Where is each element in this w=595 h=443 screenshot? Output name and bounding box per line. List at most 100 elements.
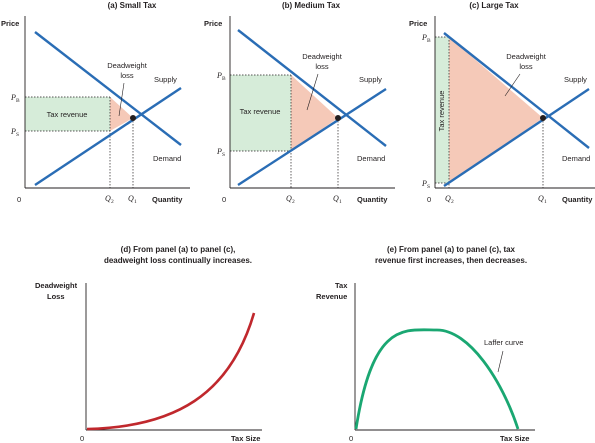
panel-b-demand-curve: [237, 29, 387, 147]
panel-c-tax-revenue-label: Tax revenue: [437, 91, 446, 132]
panel-e-caption-line1: (e) From panel (a) to panel (c), tax: [387, 245, 516, 254]
panel-c-title: (c) Large Tax: [469, 1, 519, 10]
panel-c-demand-label: Demand: [562, 154, 590, 163]
panel-e-laffer-pointer: [497, 350, 504, 373]
panel-b-dwl-label-line2: loss: [315, 62, 329, 71]
panel-a-equilibrium-point: [130, 115, 136, 121]
panel-c-tax-revenue-area: [435, 37, 449, 183]
svg-text:1: 1: [134, 199, 137, 205]
svg-text:2: 2: [292, 199, 295, 205]
panel-b-demand-label: Demand: [357, 154, 385, 163]
panel-b-q2-label: Q 2: [286, 194, 295, 205]
panel-a-dwl-pointer: [118, 82, 125, 117]
svg-text:1: 1: [544, 199, 547, 205]
panel-c-deadweight-loss-area: [449, 37, 543, 183]
panel-e-y-label-line2: Revenue: [316, 292, 347, 301]
panel-c-dwl-pointer: [504, 73, 521, 97]
panel-d-deadweight-loss: (d) From panel (a) to panel (c), deadwei…: [35, 245, 262, 443]
svg-text:Q: Q: [538, 194, 544, 203]
panel-c-origin: 0: [427, 195, 431, 204]
panel-d-y-label-line2: Loss: [47, 292, 65, 301]
svg-text:P: P: [10, 93, 16, 102]
panel-d-y-label-line1: Deadweight: [35, 281, 78, 290]
svg-text:S: S: [427, 184, 430, 190]
panel-a-dwl-label-line2: loss: [120, 71, 134, 80]
panel-b-supply-label: Supply: [359, 75, 382, 84]
svg-text:2: 2: [451, 199, 454, 205]
panel-b-pb-label: P B: [216, 71, 226, 82]
svg-text:S: S: [222, 152, 225, 158]
panel-c-supply-curve: [443, 88, 590, 187]
panel-e-origin: 0: [349, 434, 353, 443]
panel-e-x-label: Tax Size: [500, 434, 529, 443]
panel-a-demand-label: Demand: [153, 154, 181, 163]
panel-a-q2-label: Q 2: [105, 194, 114, 205]
panel-a-supply-label: Supply: [154, 75, 177, 84]
panel-e-tax-revenue: (e) From panel (a) to panel (c), tax rev…: [316, 245, 535, 443]
panel-e-laffer-curve-label: Laffer curve: [484, 338, 523, 347]
svg-text:Q: Q: [105, 194, 111, 203]
panel-a-tax-revenue-label: Tax revenue: [47, 110, 88, 119]
panel-a-demand-curve: [34, 31, 182, 146]
panel-d-deadweight-loss-curve: [86, 312, 256, 431]
panel-b-dwl-pointer: [306, 73, 319, 111]
svg-text:1: 1: [339, 199, 342, 205]
svg-text:S: S: [16, 132, 19, 138]
panel-e-y-label-line1: Tax: [335, 281, 348, 290]
panel-c-dwl-label-line1: Deadweight: [506, 52, 547, 61]
svg-text:B: B: [222, 76, 226, 82]
panel-b-dwl-label-line1: Deadweight: [302, 52, 343, 61]
svg-text:2: 2: [111, 199, 114, 205]
panel-c-q1-label: Q 1: [538, 194, 547, 205]
panel-d-caption-line2: deadweight loss continually increases.: [104, 256, 252, 265]
panel-b-deadweight-loss-area: [291, 75, 338, 151]
panel-c-supply-label: Supply: [564, 75, 587, 84]
svg-text:Q: Q: [286, 194, 292, 203]
panel-c-quantity-label: Quantity: [562, 195, 593, 204]
panel-c-demand-curve: [443, 32, 590, 149]
panel-d-x-label: Tax Size: [231, 434, 260, 443]
svg-text:P: P: [421, 179, 427, 188]
panel-b-tax-revenue-area: [230, 75, 291, 151]
svg-text:P: P: [10, 127, 16, 136]
panel-c-dwl-label-line2: loss: [519, 62, 533, 71]
panel-b-supply-curve: [237, 87, 387, 187]
panel-a-ps-label: P S: [10, 127, 19, 138]
panel-b-q1-label: Q 1: [333, 194, 342, 205]
panel-a-title: (a) Small Tax: [108, 1, 157, 10]
panel-a-dwl-label-line1: Deadweight: [107, 61, 148, 70]
svg-text:P: P: [216, 71, 222, 80]
panel-c-price-label: Price: [409, 19, 427, 28]
panel-b-quantity-label: Quantity: [357, 195, 388, 204]
panel-b-medium-tax: (b) Medium Tax Price Tax revenue Deadwei…: [204, 1, 395, 205]
panel-a-quantity-label: Quantity: [152, 195, 183, 204]
svg-text:Q: Q: [445, 194, 451, 203]
panel-b-title: (b) Medium Tax: [282, 1, 341, 10]
panel-c-pb-label: P B: [421, 33, 431, 44]
svg-text:Q: Q: [128, 194, 134, 203]
panel-b-origin: 0: [222, 195, 226, 204]
svg-text:Q: Q: [333, 194, 339, 203]
panel-b-equilibrium-point: [335, 115, 341, 121]
panel-d-caption-line1: (d) From panel (a) to panel (c),: [121, 245, 236, 254]
panel-c-equilibrium-point: [540, 115, 546, 121]
svg-text:P: P: [216, 147, 222, 156]
panel-c-large-tax: (c) Large Tax Price Tax revenue Deadweig…: [409, 1, 595, 205]
panel-b-tax-revenue-label: Tax revenue: [240, 107, 281, 116]
panel-d-origin: 0: [80, 434, 84, 443]
panel-a-pb-label: P B: [10, 93, 20, 104]
panel-c-q2-label: Q 2: [445, 194, 454, 205]
panel-a-deadweight-loss-area: [110, 97, 133, 131]
panel-c-ps-label: P S: [421, 179, 430, 190]
panel-e-laffer-curve: [354, 328, 520, 430]
panel-b-price-label: Price: [204, 19, 222, 28]
panel-a-small-tax: (a) Small Tax Price Tax revenue Deadweig…: [1, 1, 190, 205]
panel-a-supply-curve: [34, 87, 182, 186]
panel-a-tax-revenue-area: [25, 97, 111, 131]
svg-text:B: B: [16, 98, 20, 104]
svg-text:B: B: [427, 38, 431, 44]
panel-b-ps-label: P S: [216, 147, 225, 158]
panel-e-caption-line2: revenue first increases, then decreases.: [375, 256, 527, 265]
svg-text:P: P: [421, 33, 427, 42]
